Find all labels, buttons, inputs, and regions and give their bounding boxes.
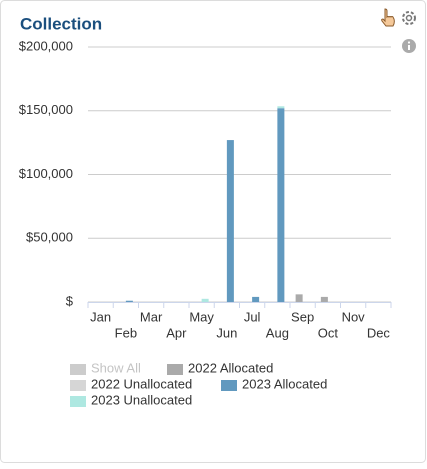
x-tick-label: Nov xyxy=(342,309,366,324)
x-tick-label: May xyxy=(189,309,214,324)
x-tick-label: Aug xyxy=(266,325,289,340)
x-tick-label: Sep xyxy=(291,309,314,324)
bar xyxy=(320,296,328,302)
y-tick-label: $100,000 xyxy=(19,166,73,181)
legend-swatch[interactable] xyxy=(70,396,86,407)
bar xyxy=(252,296,260,302)
y-tick-label: $150,000 xyxy=(19,102,73,117)
y-tick-label: $50,000 xyxy=(26,230,73,245)
info-icon[interactable] xyxy=(402,39,416,53)
bar xyxy=(125,300,133,302)
x-tick-label: Apr xyxy=(166,325,187,340)
legend-label[interactable]: 2022 Unallocated xyxy=(91,376,192,391)
x-tick-label: Jul xyxy=(244,309,261,324)
y-tick-label: $ xyxy=(66,293,74,308)
legend-label[interactable]: 2023 Unallocated xyxy=(91,392,192,407)
bar xyxy=(295,294,303,302)
legend-swatch[interactable] xyxy=(70,380,86,391)
x-tick-label: Jun xyxy=(216,325,237,340)
bar xyxy=(226,140,234,302)
legend-label[interactable]: 2023 Allocated xyxy=(242,376,327,391)
legend-swatch[interactable] xyxy=(167,364,183,375)
chart-title: Collection xyxy=(20,14,102,33)
legend-swatch[interactable] xyxy=(70,364,86,375)
x-tick-label: Jan xyxy=(90,309,111,324)
legend-label[interactable]: 2022 Allocated xyxy=(188,360,273,375)
plot: $$50,000$100,000$150,000$200,000JanFebMa… xyxy=(19,38,392,340)
y-tick-label: $200,000 xyxy=(19,38,73,53)
settings-icon[interactable] xyxy=(402,11,416,25)
bar xyxy=(277,106,285,109)
x-tick-label: Oct xyxy=(318,325,339,340)
x-tick-label: Dec xyxy=(367,325,391,340)
pointer-icon[interactable] xyxy=(381,8,395,27)
x-tick-label: Mar xyxy=(140,309,163,324)
x-tick-label: Feb xyxy=(115,325,137,340)
bar xyxy=(201,298,209,302)
legend-label[interactable]: Show All xyxy=(91,360,141,375)
bar xyxy=(277,108,285,302)
legend-swatch[interactable] xyxy=(221,380,237,391)
